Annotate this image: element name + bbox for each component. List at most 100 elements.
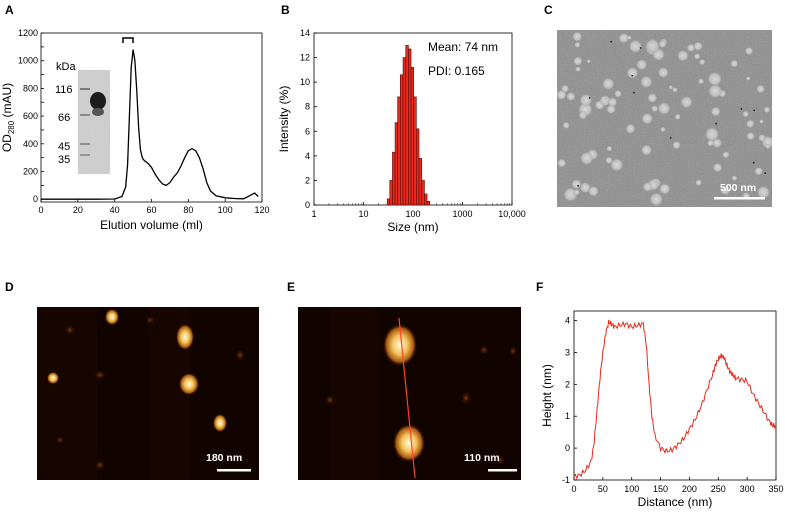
nanoparticle [754,166,763,176]
nanoparticle [566,91,576,102]
nanoparticle [606,145,613,152]
histogram-bar [413,96,417,206]
afm-image-e [298,307,521,480]
x-axis-label: Size (nm) [387,220,438,234]
nanoparticle [693,41,703,51]
gel-marker-label: 45 [58,141,70,153]
panel-letter-b: B [281,3,290,17]
x-tick-label: 10 [358,209,368,219]
chart-a-elution: kDa 116 66 45 35 0 20 40 60 80 100 12002004006… [0,28,270,232]
nanoparticle [557,158,567,168]
nanoparticle [695,179,702,186]
nanoparticle [657,67,669,78]
x-tick-label: 1 [311,209,316,219]
afm-d-scalebar-label: 180 nm [206,452,242,464]
elution-trace [41,49,259,200]
nanoparticle [699,58,706,66]
nanoparticle [659,183,671,195]
x-tick-label: 100 [624,484,639,494]
tem-micrograph [557,30,772,207]
nanoparticle [698,78,704,85]
nanoparticle [571,179,582,190]
x-tick-label: 60 [146,205,156,215]
y-tick-label: 2 [305,175,310,185]
afm-profile-line [398,317,416,479]
histogram-bar [410,67,414,206]
y-tick-label: 0 [33,194,38,204]
gel-inset: kDa 116 66 45 35 [55,61,110,174]
gel-marker-band [80,154,90,156]
nanoparticle [647,92,658,103]
gel-marker-label: 35 [58,154,70,166]
afm-particle [479,345,489,355]
tem-scalebar-label: 500 nm [720,182,756,194]
x-tick-label: 10,000 [498,209,526,219]
afm-particle [213,414,227,432]
nanoparticle [605,156,613,164]
afm-particle [393,424,425,462]
nanoparticle [693,53,701,60]
panel-letter-f: F [536,280,543,294]
afm-e-scalebar [488,469,517,472]
plot-frame [573,310,777,481]
histogram-bar [421,180,425,206]
afm-particle [95,460,105,470]
dark-speck [588,97,591,99]
nanoparticle [765,143,771,150]
x-tick-label: 0 [571,484,576,494]
y-tick-label: 14 [300,28,310,38]
nanoparticle [746,131,755,141]
y-tick-label: -1 [562,475,570,485]
y-axis-label: Intensity (%) [277,86,291,153]
dark-speck [633,91,635,94]
y-axis-label: Height (nm) [540,364,554,427]
nanoparticle [579,93,593,107]
gel-marker-label: 116 [55,84,73,96]
y-tick-label: 0 [305,200,310,210]
afm-particle [65,325,75,335]
afm-particle [235,349,245,361]
dark-speck [753,109,756,112]
nanoparticle [636,59,648,71]
histogram-bar [426,201,431,206]
x-tick-label: 20 [73,205,83,215]
nanoparticle [557,89,567,101]
afm-particle [145,316,155,324]
dark-speck [740,108,743,110]
afm-particle [179,373,199,395]
afm-particle [176,324,194,350]
histogram-bar [392,151,396,206]
dark-speck [715,122,717,125]
dark-speck [764,172,767,175]
panel-letter-a: A [5,3,14,17]
gel-marker-band [80,143,90,145]
nanoparticle [575,66,581,72]
dark-speck [639,47,642,49]
nanoparticle [641,112,654,125]
y-tick-label: 6 [305,126,310,136]
y-tick-label: 200 [23,167,38,177]
y-tick-label: 4 [565,316,570,326]
nanoparticle [730,59,739,68]
nanoparticle [672,141,681,150]
nanoparticle [756,84,765,94]
x-tick-label: 300 [740,484,755,494]
nanoparticle [758,134,766,142]
nanoparticle [610,158,624,172]
nanoparticle [668,85,673,90]
nanoparticle [746,119,755,129]
gel-kda-label: kDa [56,61,76,73]
histogram-bar [399,74,404,206]
nanoparticle [677,49,689,62]
gel-marker-band [80,88,90,90]
panel-letter-c: C [544,3,553,17]
afm-particle [47,372,59,384]
x-tick-label: 50 [598,484,608,494]
gel-marker-label: 66 [58,112,70,124]
afm-image-d [37,307,259,480]
histogram-bar [386,198,391,206]
nanoparticle [672,87,678,93]
nanoparticle [686,43,696,53]
nanoparticle [562,121,570,129]
